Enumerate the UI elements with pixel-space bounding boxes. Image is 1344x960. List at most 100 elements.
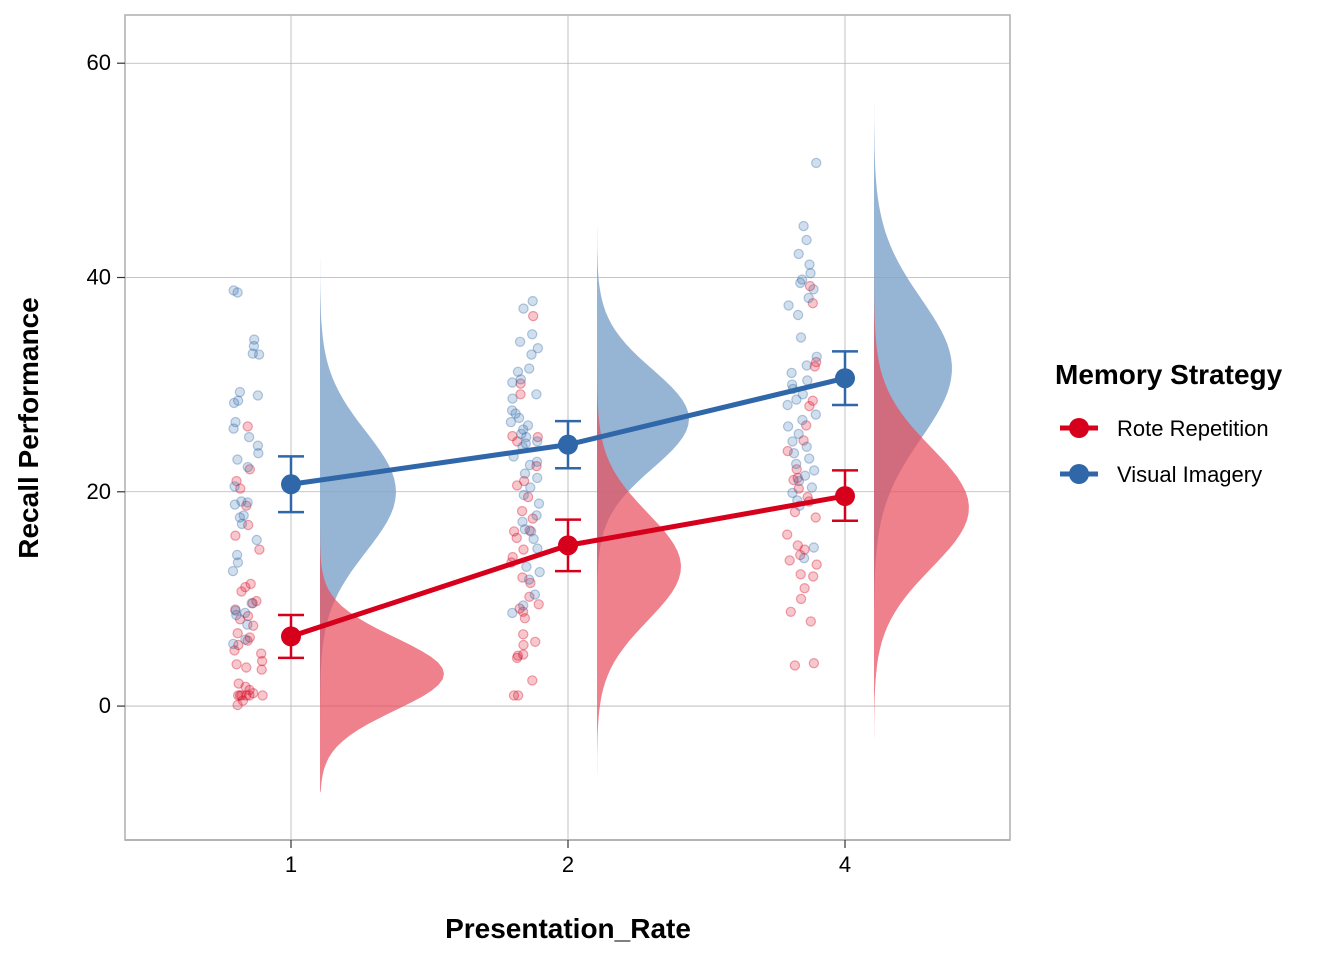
mean-point-rote-repetition	[281, 626, 301, 647]
legend-title: Memory Strategy	[1055, 359, 1283, 390]
data-point	[518, 544, 529, 555]
data-point	[228, 397, 240, 409]
data-point	[230, 416, 241, 428]
data-point	[792, 540, 804, 551]
data-point	[252, 440, 264, 451]
data-point	[810, 512, 821, 523]
data-point	[811, 351, 822, 362]
data-point	[792, 309, 804, 321]
mean-point-visual-imagery	[281, 474, 301, 495]
data-point	[234, 614, 246, 625]
data-point	[782, 529, 793, 540]
data-point	[517, 572, 528, 583]
data-point	[248, 340, 260, 352]
data-point	[237, 695, 249, 706]
data-point	[507, 377, 518, 388]
data-point	[810, 409, 822, 420]
data-point	[524, 525, 535, 536]
data-point	[530, 636, 541, 648]
data-point	[804, 280, 816, 292]
data-point	[791, 458, 802, 470]
data-point	[802, 375, 813, 386]
data-point	[803, 292, 814, 304]
data-point	[515, 389, 526, 400]
data-point	[522, 420, 534, 431]
data-point	[521, 431, 532, 443]
data-point	[531, 389, 542, 400]
data-point	[515, 374, 527, 385]
data-point	[807, 298, 819, 309]
data-point	[512, 366, 524, 377]
data-point	[518, 629, 529, 640]
data-point	[518, 475, 530, 487]
data-point	[232, 454, 243, 465]
data-point	[784, 555, 795, 566]
data-point	[232, 699, 243, 711]
data-point	[808, 571, 819, 582]
data-point	[533, 599, 544, 610]
data-point	[531, 460, 542, 472]
mean-point-visual-imagery	[558, 434, 578, 455]
data-point	[507, 607, 518, 619]
data-point	[795, 332, 807, 343]
data-point	[532, 343, 544, 354]
data-point	[528, 533, 539, 545]
data-point	[512, 690, 524, 701]
data-point	[787, 436, 798, 447]
data-point	[810, 356, 822, 368]
data-point	[508, 526, 520, 537]
data-point	[796, 274, 808, 285]
data-point	[231, 475, 242, 487]
data-point	[253, 448, 264, 459]
data-point	[240, 681, 251, 693]
data-point	[525, 526, 537, 537]
jitter-points	[227, 157, 822, 711]
data-point	[231, 609, 242, 621]
data-point	[809, 361, 821, 372]
data-point	[256, 664, 267, 675]
y-tick-label: 20	[87, 479, 111, 504]
density-visual-imagery-1	[320, 177, 396, 752]
data-point	[507, 393, 518, 404]
data-point	[508, 690, 520, 701]
data-point	[518, 649, 529, 660]
data-point	[236, 518, 248, 530]
data-point	[782, 445, 793, 457]
data-point	[811, 559, 822, 570]
data-point	[246, 598, 257, 609]
data-point	[795, 277, 806, 289]
data-point	[527, 513, 539, 524]
data-point	[801, 441, 812, 452]
data-point	[783, 300, 794, 311]
data-point	[232, 557, 244, 568]
data-point	[798, 220, 809, 232]
data-point	[234, 512, 246, 523]
data-point	[506, 405, 518, 416]
data-point	[786, 367, 797, 379]
data-point	[791, 464, 802, 475]
data-point	[525, 577, 536, 589]
data-point	[232, 690, 244, 701]
y-tick-label: 40	[87, 265, 111, 290]
data-point	[804, 400, 815, 412]
data-point	[515, 378, 526, 389]
data-point	[247, 620, 259, 631]
data-point	[505, 416, 517, 428]
data-point	[804, 259, 815, 270]
data-point	[251, 534, 262, 546]
legend-label: Rote Repetition	[1117, 416, 1269, 441]
data-point	[227, 565, 239, 577]
data-point	[230, 604, 241, 615]
data-point	[793, 428, 804, 440]
data-point	[512, 650, 524, 661]
data-point	[792, 472, 803, 484]
data-point	[245, 578, 256, 590]
data-point	[234, 386, 246, 398]
data-point	[793, 483, 805, 494]
y-tick-label: 60	[87, 50, 111, 75]
data-point	[801, 420, 812, 431]
data-point	[247, 348, 258, 359]
data-point	[242, 635, 253, 646]
data-point	[527, 675, 538, 686]
density-rote-repetition-4	[874, 191, 969, 763]
